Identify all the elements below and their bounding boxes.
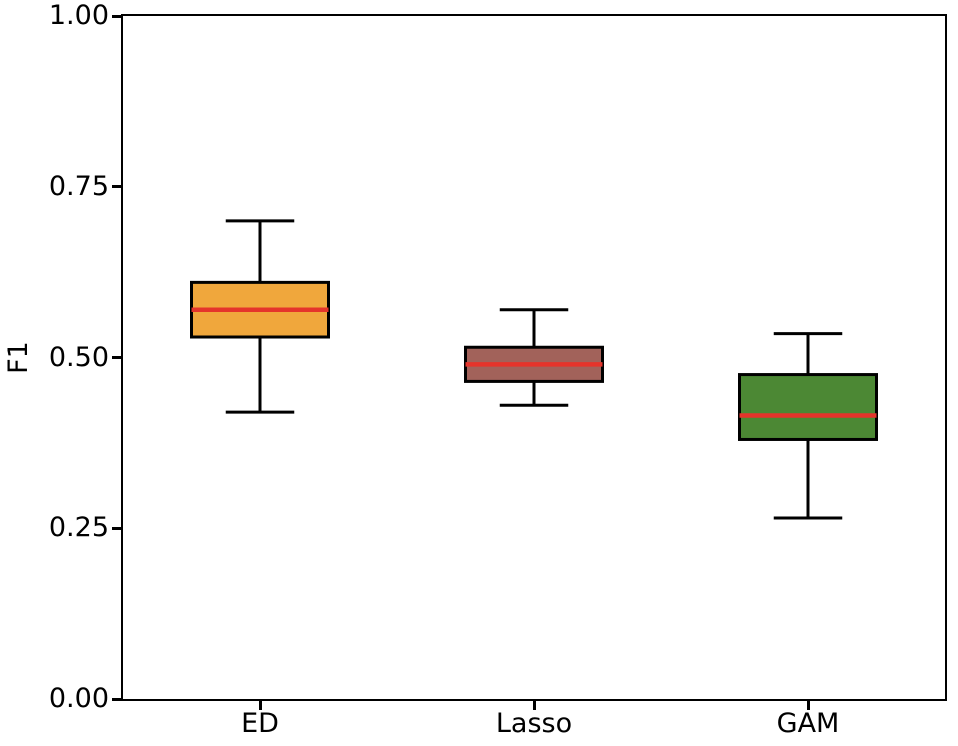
y-tick-mark [112, 14, 121, 18]
x-tick-mark [532, 701, 536, 710]
x-tick-label-ed: ED [241, 708, 279, 739]
y-tick-mark [112, 697, 121, 701]
y-tick-label: 0.75 [48, 170, 109, 202]
box-gam [738, 373, 878, 441]
y-tick-label: 0.25 [48, 512, 109, 544]
x-tick-label-gam: GAM [776, 708, 840, 739]
y-tick-label: 1.00 [48, 0, 109, 31]
x-tick-label-lasso: Lasso [495, 708, 573, 739]
y-tick-label: 0.50 [48, 341, 109, 373]
boxplot-canvas [190, 219, 878, 520]
x-tick-mark [806, 701, 810, 710]
plot-area [121, 14, 947, 701]
y-tick-mark [112, 185, 121, 189]
y-tick-label: 0.00 [48, 683, 109, 714]
y-tick-mark [112, 356, 121, 359]
x-tick-mark [258, 701, 262, 710]
y-tick-mark [112, 526, 121, 530]
